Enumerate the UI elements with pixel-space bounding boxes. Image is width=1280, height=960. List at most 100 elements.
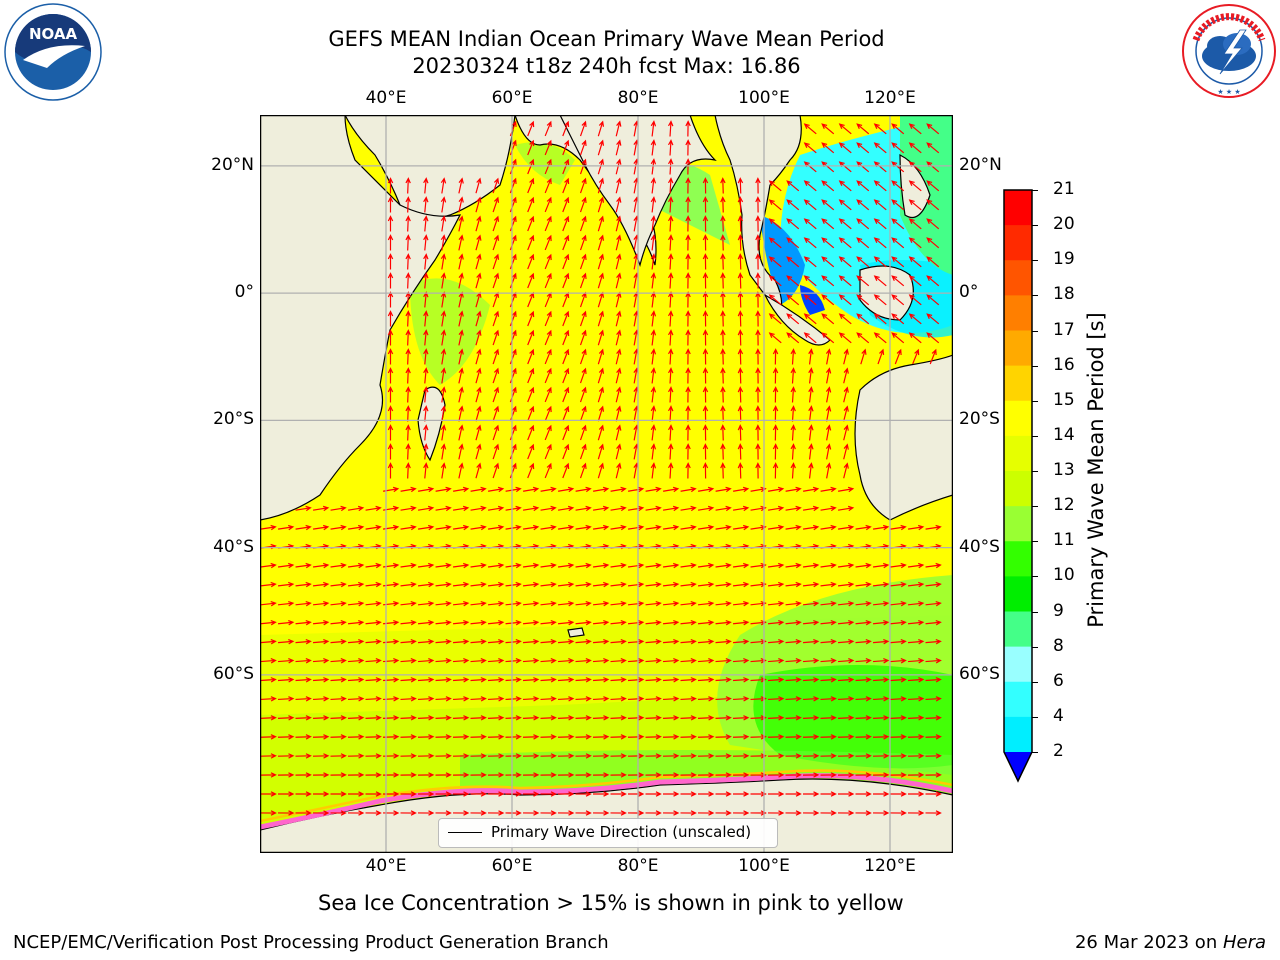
wave-arrow <box>825 367 832 384</box>
colorbar-tick-12: 9 <box>1053 600 1064 621</box>
wave-arrow <box>295 639 312 645</box>
wave-arrow <box>435 753 452 759</box>
wave-arrow <box>470 715 487 721</box>
wave-arrow <box>615 139 622 156</box>
wave-arrow <box>732 791 750 797</box>
wave-arrow <box>475 196 482 213</box>
wave-arrow <box>400 658 417 664</box>
wave-arrow <box>312 677 330 683</box>
wave-arrow <box>505 696 522 702</box>
map-panel[interactable] <box>260 115 953 853</box>
wave-arrow <box>540 505 557 512</box>
wave-arrow <box>470 581 487 588</box>
wave-arrow <box>557 581 575 588</box>
wave-arrow <box>720 196 726 213</box>
wave-arrow <box>522 753 540 759</box>
wave-arrow <box>387 177 394 194</box>
wave-arrow <box>405 234 411 251</box>
wave-arrow <box>767 810 785 816</box>
wave-arrow <box>440 443 447 460</box>
colorbar-tick-10: 11 <box>1053 530 1075 551</box>
wave-arrow <box>312 562 330 569</box>
wave-arrow <box>786 313 800 325</box>
wave-arrow <box>400 486 417 493</box>
wave-arrow <box>400 600 417 607</box>
wave-arrow <box>680 505 697 512</box>
wave-arrow <box>527 196 535 213</box>
wave-arrow <box>767 581 785 588</box>
wave-arrow <box>423 253 429 270</box>
wave-arrow <box>926 256 940 268</box>
wave-arrow <box>579 424 587 441</box>
wave-arrow <box>347 753 365 759</box>
wave-arrow <box>295 715 312 721</box>
wave-arrow <box>715 696 732 702</box>
wave-arrow <box>610 600 627 607</box>
wave-arrow <box>785 505 802 512</box>
sea-ice-note: Sea Ice Concentration > 15% is shown in … <box>318 891 904 915</box>
wave-arrow <box>837 600 855 607</box>
wave-arrow <box>610 753 627 759</box>
wave-arrow <box>720 367 726 384</box>
wave-arrow <box>579 177 587 194</box>
wave-arrow <box>544 272 552 289</box>
wave-arrow <box>348 505 365 512</box>
wave-arrow <box>645 486 662 493</box>
svg-text:★ ★ ★: ★ ★ ★ <box>1217 88 1240 96</box>
wave-arrow <box>509 158 517 175</box>
wave-arrow <box>768 313 782 325</box>
wave-arrow <box>645 619 662 626</box>
wave-arrow <box>387 215 394 232</box>
wave-arrow <box>790 386 796 403</box>
wave-arrow <box>365 810 382 816</box>
lat-tick-left-3: 40°S <box>213 536 254 557</box>
wave-arrow <box>505 486 522 493</box>
wave-arrow <box>837 772 855 778</box>
wave-arrow <box>452 677 470 683</box>
wave-arrow <box>872 715 890 721</box>
wave-arrow <box>610 581 627 588</box>
wave-arrow <box>592 715 610 721</box>
wave-arrow <box>737 177 744 194</box>
wave-arrow <box>785 581 802 588</box>
wave-arrow <box>597 177 605 194</box>
wave-arrow <box>492 272 500 289</box>
wave-arrow <box>527 424 535 441</box>
wave-arrow <box>650 120 657 137</box>
wave-arrow <box>365 715 382 721</box>
wave-arrow <box>452 715 470 721</box>
wave-arrow <box>843 443 849 460</box>
wave-arrow <box>452 696 470 702</box>
colorbar-tickmark-14 <box>1032 681 1038 683</box>
wave-arrow <box>365 619 382 626</box>
wave-arrow <box>856 180 870 192</box>
wave-arrow <box>790 443 796 460</box>
wave-arrow <box>802 562 820 569</box>
wave-arrow <box>856 275 870 287</box>
wave-arrow <box>575 600 592 607</box>
wave-arrow <box>662 639 680 645</box>
wave-arrow <box>803 123 817 135</box>
wave-arrow <box>926 199 940 211</box>
wave-arrow <box>855 753 872 759</box>
wave-arrow <box>544 196 552 213</box>
wave-arrow <box>785 810 802 816</box>
wave-arrow <box>487 715 505 721</box>
wave-arrow <box>872 619 890 626</box>
wave-arrow <box>755 215 761 232</box>
wave-arrow <box>452 581 470 588</box>
wave-arrow <box>650 329 657 346</box>
wave-arrow <box>540 600 557 607</box>
wave-arrow <box>347 696 365 702</box>
wave-arrow <box>330 753 347 759</box>
wave-arrow <box>592 734 610 740</box>
wave-arrow <box>475 234 482 251</box>
wave-arrow <box>509 196 517 213</box>
wave-arrow <box>720 234 726 251</box>
wave-arrow <box>925 715 942 721</box>
wave-arrow <box>790 348 796 365</box>
wave-arrow <box>522 791 540 797</box>
wave-arrow <box>925 581 942 588</box>
wave-arrow <box>423 405 429 422</box>
wave-arrow <box>755 405 761 422</box>
